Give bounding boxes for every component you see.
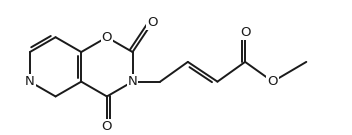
Text: O: O: [240, 26, 250, 39]
Text: O: O: [268, 75, 278, 88]
Text: O: O: [102, 31, 112, 44]
Text: O: O: [102, 120, 112, 133]
Text: N: N: [25, 75, 35, 88]
Text: O: O: [147, 16, 158, 29]
Text: N: N: [128, 75, 137, 88]
